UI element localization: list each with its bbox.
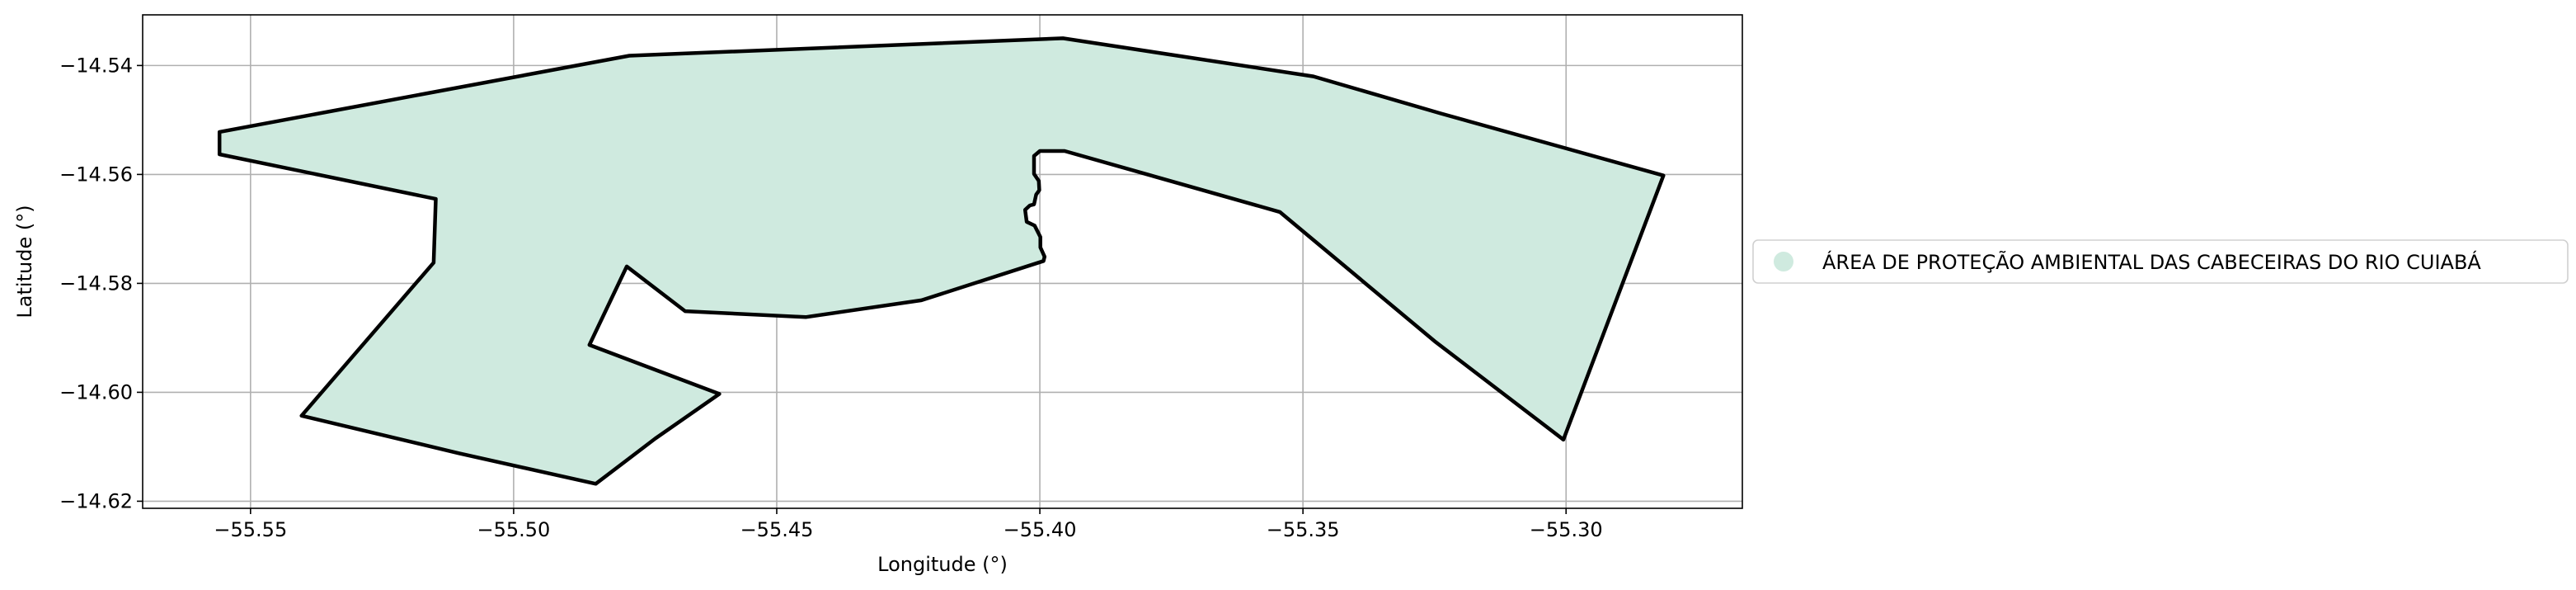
protected-area-polygon [217,36,1666,486]
x-tick-label: −55.35 [1267,518,1340,541]
x-tick-label: −55.30 [1530,518,1603,541]
y-tick-label: −14.58 [59,271,133,295]
legend-marker [1774,252,1793,271]
polygon-layer [217,36,1666,486]
legend-frame [1752,239,2569,284]
y-tick-label: −14.54 [59,54,133,77]
y-tick-label: −14.62 [59,489,133,512]
x-tick-label: −55.55 [214,518,287,541]
axes-frame [142,14,1743,509]
x-tick-label: −55.50 [477,518,550,541]
legend-label: ÁREA DE PROTEÇÃO AMBIENTAL DAS CABECEIRA… [1822,249,2481,274]
y-tick-label: −14.60 [59,380,133,404]
ticks: −55.55 −55.50 −55.45 −55.40 −55.35 −55.30 −14.… [59,54,1602,541]
x-tick-label: −55.40 [1004,518,1077,541]
legend: ÁREA DE PROTEÇÃO AMBIENTAL DAS CABECEIRA… [1752,239,2569,284]
y-tick-label: −14.56 [59,163,133,186]
x-axis-title: Longitude (°) [877,553,1008,576]
x-tick-label: −55.45 [740,518,814,541]
y-axis-title: Latitude (°) [13,205,36,318]
